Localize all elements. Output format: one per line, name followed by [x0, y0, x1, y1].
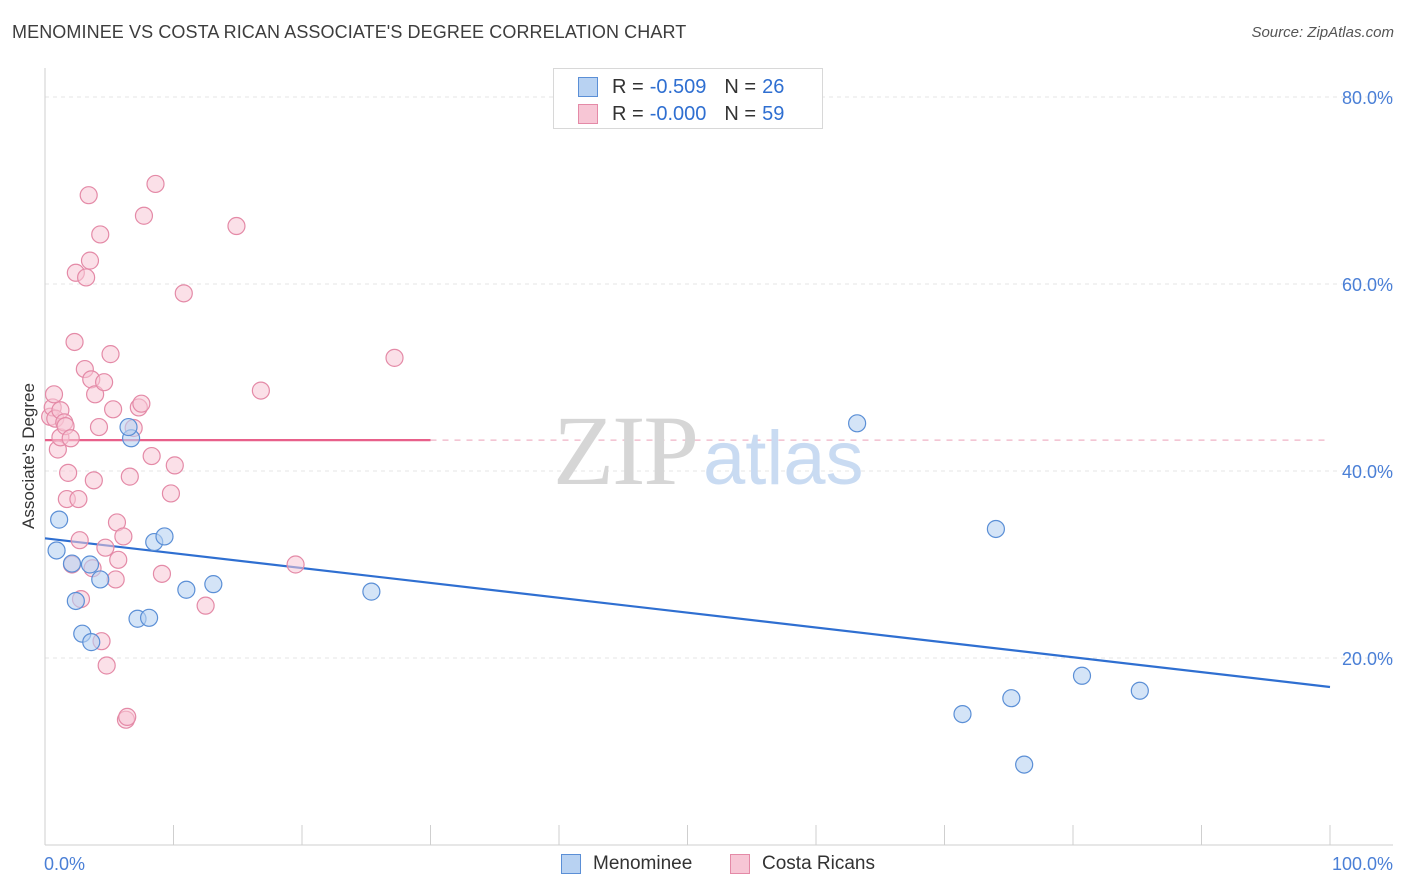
legend-row-costa-ricans: R = -0.000 N = 59 [578, 102, 784, 126]
costa-ricans-point-13 [65, 332, 84, 352]
menominee-point-20 [1002, 689, 1021, 708]
menominee-point-3 [66, 591, 85, 611]
menominee-point-11 [139, 608, 159, 627]
x-tick-label-0: 0.0% [44, 854, 85, 874]
menominee-point-16 [362, 582, 381, 601]
n-value-costa-ricans: 59 [762, 102, 785, 125]
menominee-point-1 [50, 510, 69, 529]
menominee-trend-line [44, 537, 1331, 689]
costa-ricans-point-27 [91, 225, 110, 244]
menominee-point-2 [62, 554, 82, 573]
costa-ricans-point-11 [61, 429, 80, 448]
y-tick-label-60: 60.0% [1342, 275, 1393, 295]
costa-ricans-point-47 [152, 564, 172, 583]
costa-ricans-point-15 [69, 489, 88, 509]
costa-ricans-point-16 [70, 531, 89, 550]
y-tick-label-20: 20.0% [1342, 649, 1393, 669]
n-label: N = [724, 75, 757, 98]
costa-ricans-point-51 [196, 596, 215, 615]
axes [44, 68, 1393, 846]
menominee-point-5 [80, 555, 100, 574]
costa-ricans-point-33 [104, 400, 123, 419]
costa-ricans-point-50 [174, 284, 193, 303]
r-label: R = [612, 102, 644, 125]
legend-row-menominee: R = -0.509 N = 26 [578, 75, 784, 99]
menominee-point-19 [986, 519, 1006, 539]
costa-ricans-legend-swatch [730, 854, 750, 874]
costa-ricans-point-19 [77, 268, 96, 287]
costa-ricans-legend-label: Costa Ricans [762, 853, 875, 874]
costa-ricans-point-40 [120, 467, 139, 486]
costa-ricans-point-29 [95, 373, 114, 392]
costa-ricans-point-54 [286, 555, 305, 574]
costa-ricans-point-55 [385, 348, 404, 367]
costa-ricans-point-43 [132, 394, 151, 413]
bottom-legend-menominee: Menominee [561, 851, 692, 877]
costa-ricans-point-45 [142, 446, 161, 466]
menominee-point-22 [1072, 666, 1092, 685]
costa-ricans-point-39 [118, 707, 137, 727]
y-tick-label-40: 40.0% [1342, 462, 1393, 482]
costa-ricans-point-34 [106, 570, 125, 589]
costa-ricans-point-2 [44, 385, 64, 404]
r-value-menominee: -0.509 [649, 75, 707, 98]
menominee-legend-swatch [561, 854, 581, 874]
n-value-menominee: 26 [762, 75, 785, 98]
x-tick-labels: 0.0% 100.0% [44, 854, 1393, 874]
menominee-point-17 [848, 414, 867, 433]
bottom-legend-costa-ricans: Costa Ricans [730, 851, 875, 877]
costa-ricans-point-53 [251, 381, 270, 400]
costa-ricans-point-44 [134, 206, 154, 225]
r-label: R = [612, 75, 644, 98]
menominee-point-13 [155, 527, 174, 546]
menominee-point-15 [204, 575, 223, 594]
n-label: N = [724, 102, 757, 125]
chart-title: MENOMINEE VS COSTA RICAN ASSOCIATE'S DEG… [12, 22, 687, 42]
menominee-point-6 [82, 633, 101, 652]
trend-lines [44, 439, 1331, 689]
menominee-point-9 [119, 417, 138, 437]
costa-ricans-point-31 [97, 656, 116, 675]
costa-ricans-point-36 [109, 550, 128, 569]
source-label: Source: ZipAtlas.com [1251, 24, 1394, 41]
costa-ricans-point-10 [59, 463, 78, 482]
costa-ricans-point-25 [86, 385, 105, 404]
menominee-point-7 [91, 570, 110, 589]
x-tick-label-100: 100.0% [1332, 854, 1393, 874]
menominee-points [47, 414, 1149, 774]
costa-ricans-point-30 [96, 538, 115, 557]
costa-ricans-point-21 [80, 251, 100, 270]
costa-ricans-point-52 [227, 216, 246, 236]
r-value-costa-ricans: -0.000 [649, 102, 707, 125]
gridlines [45, 96, 1393, 659]
menominee-point-21 [1015, 755, 1034, 774]
costa-ricans-swatch [578, 104, 598, 124]
y-tick-labels: 20.0% 40.0% 60.0% 80.0% [1342, 88, 1393, 669]
costa-ricans-point-49 [165, 456, 184, 475]
costa-ricans-point-48 [161, 484, 181, 503]
costa-ricans-point-26 [89, 417, 109, 437]
costa-ricans-point-37 [114, 527, 133, 546]
menominee-point-18 [953, 704, 972, 724]
menominee-point-14 [177, 580, 196, 599]
menominee-point-23 [1130, 681, 1149, 700]
costa-ricans-point-46 [146, 174, 165, 194]
costa-ricans-point-20 [79, 186, 98, 205]
costa-ricans-point-24 [84, 471, 103, 490]
costa-ricans-point-32 [101, 345, 120, 364]
y-tick-label-80: 80.0% [1342, 88, 1393, 108]
menominee-legend-label: Menominee [593, 853, 693, 874]
menominee-point-0 [47, 541, 66, 560]
menominee-swatch [578, 77, 598, 97]
y-axis-label: Associate's Degree [19, 383, 38, 529]
correlation-legend: R = -0.509 N = 26 R = -0.000 N = 59 [553, 68, 823, 129]
